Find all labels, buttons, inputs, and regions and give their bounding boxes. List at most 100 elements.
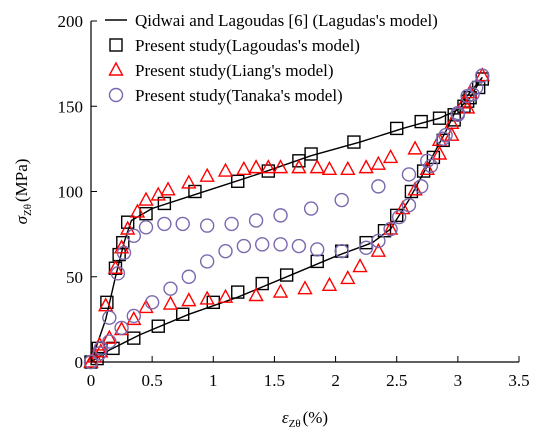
circle-marker: [334, 243, 349, 259]
triangle-marker: [419, 160, 435, 176]
circle-marker: [248, 213, 264, 228]
square-marker: [304, 147, 318, 161]
square-marker: [447, 113, 461, 127]
circle-marker: [438, 128, 453, 143]
triangle-marker: [162, 295, 179, 310]
circle-marker: [199, 218, 215, 233]
circle-marker: [334, 192, 349, 208]
circle-marker: [273, 208, 288, 223]
circle-marker: [218, 243, 233, 259]
circle-marker: [465, 87, 480, 102]
legend-item: Qidwai and Lagoudas [6] (Lagudas's model…: [105, 11, 438, 30]
triangle-marker: [407, 140, 423, 155]
triangle-marker: [83, 353, 99, 368]
circle-marker: [181, 269, 197, 284]
square-marker: [377, 224, 392, 238]
triangle-marker: [370, 242, 387, 257]
circle-marker: [401, 167, 417, 182]
triangle-marker: [248, 159, 264, 174]
square-marker: [139, 206, 153, 221]
triangle-marker: [217, 288, 234, 303]
circle-marker: [126, 228, 142, 244]
x-tick-label: 1.5: [264, 371, 285, 390]
triangle-marker: [181, 174, 197, 189]
triangle-marker: [138, 298, 154, 314]
x-tick-label: 3.5: [508, 371, 529, 390]
circle-marker: [371, 233, 386, 249]
square-marker: [390, 121, 404, 136]
circle-marker: [450, 105, 466, 121]
y-axis-unit: (MPa): [12, 159, 31, 202]
triangle-marker: [459, 99, 476, 114]
triangle-marker: [321, 160, 338, 176]
legend-item: Present study(Lagoudas's model): [109, 36, 360, 55]
x-axis-symbol: ε: [282, 408, 289, 427]
triangle-marker: [395, 200, 411, 215]
triangle-marker: [199, 290, 215, 305]
circle-marker: [116, 245, 132, 261]
triangle-marker: [181, 292, 197, 307]
square-marker: [151, 319, 165, 333]
y-tick-label: 50: [66, 268, 83, 287]
circle-marker: [435, 131, 451, 146]
circle-marker: [273, 237, 288, 252]
circle-marker: [358, 240, 374, 255]
square-marker: [176, 307, 190, 321]
y-tick-label: 150: [58, 97, 84, 116]
circle-marker: [102, 310, 117, 325]
square-marker: [116, 235, 130, 250]
x-tick-label: 1: [209, 371, 218, 390]
triangle-marker: [321, 276, 338, 291]
legend-item: Present study(Tanaka's model): [108, 86, 343, 105]
triangle-marker: [101, 329, 118, 344]
square-marker: [231, 174, 245, 188]
x-tick-label: 3: [454, 371, 463, 390]
triangle-marker: [126, 310, 142, 326]
x-tick-label: 0: [87, 371, 96, 390]
triangle-marker: [217, 162, 234, 177]
triangle-marker: [407, 181, 423, 196]
circle-marker: [138, 220, 154, 235]
circle-marker: [157, 216, 172, 232]
circle-marker: [383, 221, 398, 237]
circle-marker: [291, 238, 307, 254]
circle-marker: [255, 237, 270, 252]
circle-marker: [224, 216, 239, 232]
square-marker: [390, 208, 404, 223]
x-axis-subscript: Zθ: [289, 418, 301, 430]
triangle-marker: [358, 159, 374, 174]
legend: Qidwai and Lagoudas [6] (Lagudas's model…: [105, 11, 438, 105]
square-marker: [279, 268, 294, 282]
series-0: [90, 76, 483, 363]
circle-marker: [469, 80, 484, 95]
circle-marker: [199, 254, 215, 269]
square-marker: [100, 295, 114, 310]
square-marker: [432, 111, 447, 125]
circle-marker: [110, 266, 126, 281]
legend-label: Present study(Liang's model): [135, 61, 334, 80]
circle-marker: [144, 295, 160, 310]
triangle-marker: [382, 148, 399, 164]
circle-marker: [102, 334, 117, 349]
series-3: [83, 68, 490, 370]
triangle-marker: [160, 181, 176, 196]
square-marker: [120, 215, 135, 229]
y-axis-subscript: Zθ: [22, 204, 34, 216]
circle-marker: [92, 346, 107, 361]
square-marker: [157, 196, 172, 211]
circle-marker: [83, 354, 99, 370]
triangle-marker: [297, 280, 313, 295]
x-axis-unit: (%): [303, 408, 328, 427]
circle-marker: [303, 201, 319, 216]
triangle-marker: [93, 343, 109, 358]
x-tick-label: 0.5: [142, 371, 163, 390]
series-layer: [83, 67, 490, 370]
x-axis-title: εZθ (%): [282, 408, 328, 430]
legend-label: Present study(Tanaka's model): [135, 86, 343, 105]
triangle-marker: [382, 220, 399, 235]
x-tick-label: 2.5: [386, 371, 407, 390]
triangle-marker: [309, 159, 325, 174]
triangle-marker: [340, 160, 356, 176]
x-tick-label: 2: [331, 371, 340, 390]
